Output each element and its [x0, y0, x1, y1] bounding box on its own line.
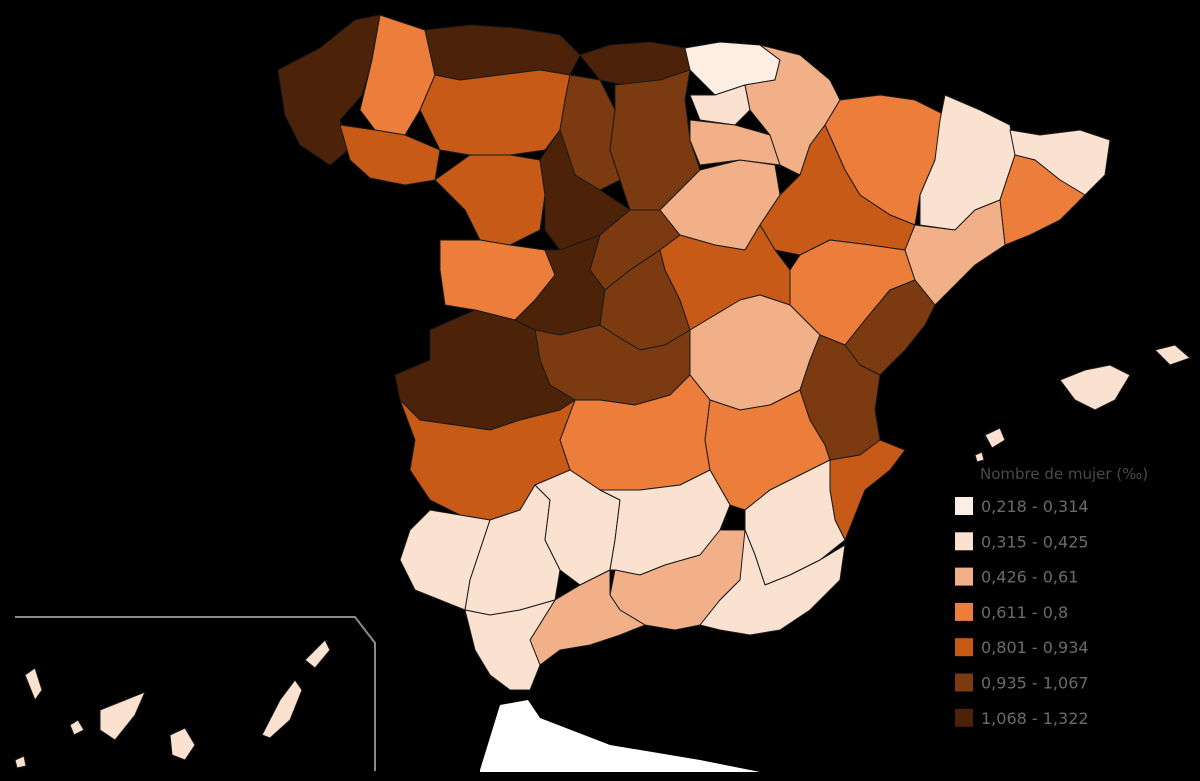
legend-swatch	[955, 497, 973, 515]
legend-title: Nombre de mujer (‰)	[980, 465, 1148, 483]
region-a-coruna[interactable]	[277, 14, 381, 166]
legend-items: 0,218 - 0,314 0,315 - 0,425 0,426 - 0,61 0,…	[955, 497, 1089, 728]
legend-swatch	[955, 532, 973, 551]
legend-label: 1,068 - 1,322	[981, 709, 1089, 728]
legend-label: 0,315 - 0,425	[981, 532, 1089, 551]
region-baleares[interactable]	[974, 344, 1191, 463]
legend-swatch	[955, 708, 973, 727]
region-la-rioja[interactable]	[689, 119, 781, 166]
region-zamora[interactable]	[434, 154, 546, 246]
region-almeria[interactable]	[699, 529, 846, 636]
legend: Nombre de mujer (‰) 0,218 - 0,314 0,315 -…	[955, 465, 1148, 728]
canarias-inset-frame	[15, 616, 376, 771]
region-palencia[interactable]	[559, 74, 621, 191]
region-cadiz[interactable]	[464, 599, 556, 691]
legend-swatch	[955, 567, 973, 586]
region-navarra[interactable]	[744, 44, 841, 176]
region-canarias[interactable]	[14, 639, 331, 769]
legend-swatch	[955, 638, 973, 657]
region-tarragona[interactable]	[904, 199, 1006, 306]
legend-label: 0,218 - 0,314	[981, 497, 1089, 516]
legend-label: 0,801 - 0,934	[981, 638, 1089, 657]
legend-swatch	[955, 602, 973, 621]
bottom-white-area	[480, 700, 760, 772]
legend-label: 0,426 - 0,61	[981, 568, 1078, 587]
legend-label: 0,611 - 0,8	[981, 603, 1068, 622]
region-leon[interactable]	[419, 69, 571, 156]
provinces-layer	[14, 14, 1191, 769]
legend-label: 0,935 - 1,067	[981, 674, 1089, 693]
legend-swatch	[955, 673, 973, 692]
